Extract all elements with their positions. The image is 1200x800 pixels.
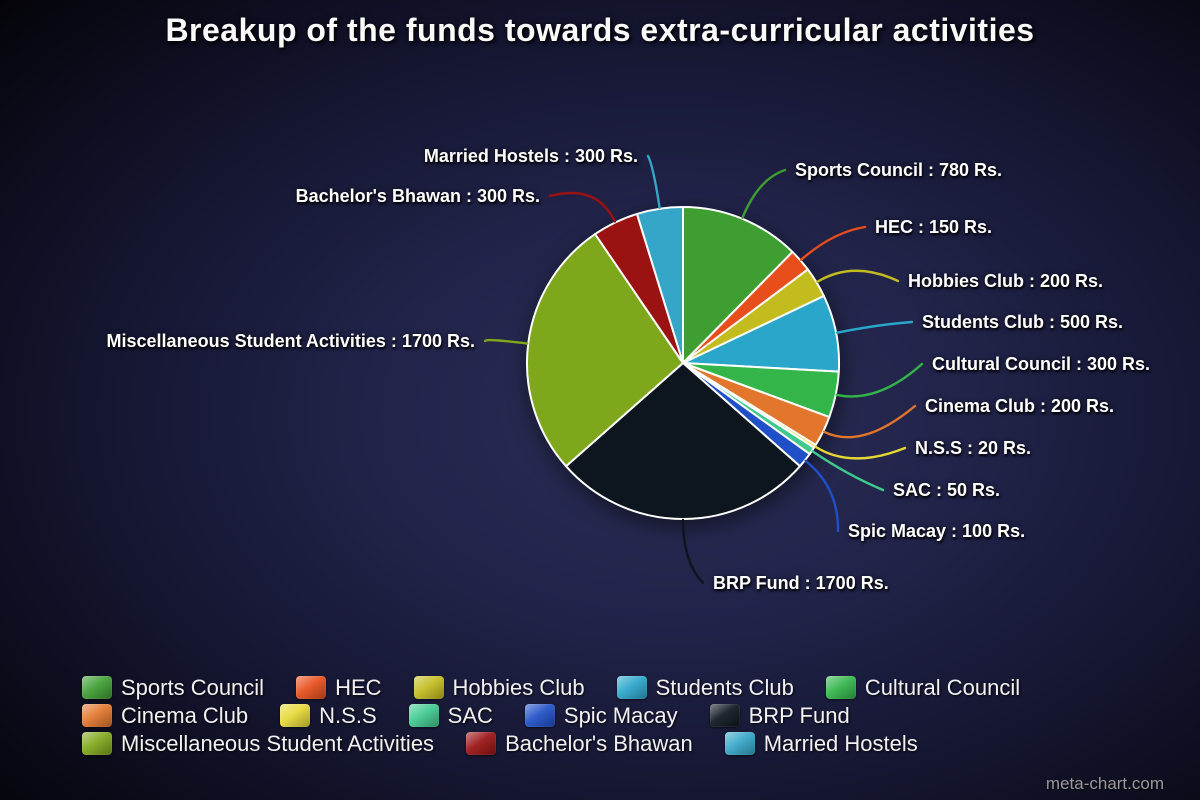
legend-swatch-sac	[408, 704, 439, 727]
legend-swatch-hobbies-club	[413, 676, 444, 699]
slice-label-students-club: Students Club : 500 Rs.	[922, 312, 1124, 332]
leader-line-spic-macay	[804, 459, 840, 533]
legend-swatch-students-club	[616, 676, 647, 699]
legend-item-hec: HEC	[296, 675, 382, 700]
slice-label-hec: HEC : 150 Rs.	[875, 217, 993, 237]
chart-title: Breakup of the funds towards extra-curri…	[165, 12, 1035, 48]
leader-line-miscellaneous-student-activities	[483, 338, 529, 345]
legend-swatch-spic-macay	[524, 704, 555, 727]
legend-item-students-club: Students Club	[616, 675, 794, 700]
legend-item-n-s-s: N.S.S	[280, 703, 377, 728]
slice-label-hobbies-club: Hobbies Club : 200 Rs.	[908, 271, 1104, 291]
slice-label-spic-macay: Spic Macay : 100 Rs.	[848, 521, 1026, 541]
legend-item-sac: SAC	[408, 703, 493, 728]
slice-label-miscellaneous-student-activities: Miscellaneous Student Activities : 1700 …	[106, 331, 475, 351]
legend-row-2: Cinema Club N.S.S SAC Spic Macay BRP Fund	[82, 704, 1020, 727]
legend-swatch-n-s-s	[280, 704, 311, 727]
legend-swatch-sports-council	[82, 676, 112, 699]
leader-lines-group	[483, 154, 924, 585]
legend-item-brp-fund: BRP Fund	[709, 703, 850, 728]
leader-line-n-s-s	[814, 445, 907, 460]
legend-label-hec: HEC	[335, 675, 382, 700]
legend-label-bachelor-s-bhawan: Bachelor's Bhawan	[505, 731, 693, 756]
legend-label-sac: SAC	[447, 703, 493, 728]
legend-label-cinema-club: Cinema Club	[121, 703, 249, 728]
legend-label-miscellaneous-student-activities: Miscellaneous Student Activities	[121, 731, 435, 756]
slice-label-sports-council: Sports Council : 780 Rs.	[795, 160, 1003, 180]
legend-item-bachelor-s-bhawan: Bachelor's Bhawan	[466, 732, 693, 755]
legend: Sports Council HEC Hobbies Club Students Cl…	[82, 676, 1020, 760]
legend-item-sports-council: Sports Council	[82, 676, 264, 699]
leader-line-bachelor-s-bhawan	[548, 191, 617, 223]
legend-label-hobbies-club: Hobbies Club	[452, 675, 585, 700]
legend-swatch-bachelor-s-bhawan	[466, 732, 497, 755]
legend-label-n-s-s: N.S.S	[319, 703, 377, 728]
legend-row-3: Miscellaneous Student Activities Bachelor…	[82, 732, 1020, 755]
leader-line-sports-council	[741, 168, 787, 219]
legend-item-miscellaneous-student-activities: Miscellaneous Student Activities	[82, 732, 434, 755]
slice-label-married-hostels: Married Hostels : 300 Rs.	[423, 146, 638, 166]
legend-swatch-miscellaneous-student-activities	[82, 732, 112, 755]
legend-swatch-brp-fund	[709, 704, 740, 727]
legend-item-hobbies-club: Hobbies Club	[413, 675, 585, 700]
legend-swatch-cultural-council	[825, 676, 856, 699]
legend-swatch-hec	[296, 676, 327, 699]
slice-label-bachelor-s-bhawan: Bachelor's Bhawan : 300 Rs.	[295, 186, 540, 206]
leader-line-hobbies-club	[816, 269, 900, 283]
leader-line-married-hostels	[646, 154, 661, 209]
legend-label-brp-fund: BRP Fund	[748, 703, 850, 728]
legend-label-spic-macay: Spic Macay	[563, 703, 678, 728]
slice-label-brp-fund: BRP Fund : 1700 Rs.	[713, 573, 889, 593]
slice-label-n-s-s: N.S.S : 20 Rs.	[915, 438, 1032, 458]
leader-line-students-club	[835, 320, 914, 334]
leader-line-hec	[800, 225, 867, 261]
watermark: meta-chart.com	[1045, 774, 1164, 793]
legend-item-cinema-club: Cinema Club	[82, 704, 248, 727]
legend-swatch-cinema-club	[82, 704, 112, 727]
slice-label-cinema-club: Cinema Club : 200 Rs.	[925, 396, 1115, 416]
leader-line-cinema-club	[822, 404, 917, 439]
pie-slices-group	[525, 205, 841, 521]
legend-row-1: Sports Council HEC Hobbies Club Students Cl…	[82, 676, 1020, 699]
legend-item-spic-macay: Spic Macay	[524, 703, 678, 728]
leader-line-brp-fund	[681, 518, 705, 585]
legend-swatch-married-hostels	[724, 732, 755, 755]
legend-item-married-hostels: Married Hostels	[724, 731, 918, 756]
legend-item-cultural-council: Cultural Council	[825, 675, 1021, 700]
legend-label-cultural-council: Cultural Council	[864, 675, 1021, 700]
slice-label-cultural-council: Cultural Council : 300 Rs.	[932, 354, 1151, 374]
legend-label-married-hostels: Married Hostels	[763, 731, 918, 756]
leader-line-sac	[811, 450, 885, 492]
leader-line-cultural-council	[835, 362, 924, 398]
slice-label-sac: SAC : 50 Rs.	[893, 480, 1001, 500]
legend-label-sports-council: Sports Council	[121, 675, 265, 700]
legend-label-students-club: Students Club	[655, 675, 794, 700]
